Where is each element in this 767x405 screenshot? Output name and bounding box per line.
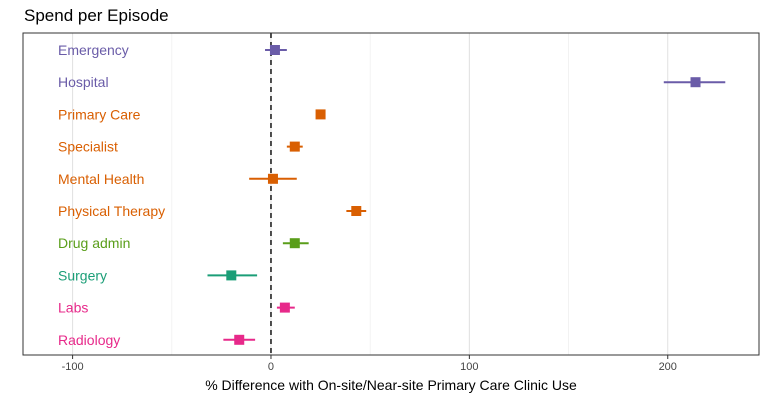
plot-panel [23, 33, 759, 355]
plot-border [22, 32, 760, 356]
point-estimate-marker [226, 270, 237, 281]
category-label: Primary Care [58, 106, 141, 122]
category-label: Specialist [58, 139, 118, 155]
point-estimate-marker [267, 173, 278, 184]
point-estimate-marker [279, 302, 290, 313]
point-estimate-marker [690, 77, 701, 88]
chart-title: Spend per Episode [24, 6, 169, 25]
point-estimate-marker [269, 45, 280, 55]
category-label: Drug admin [58, 235, 130, 251]
x-axis-ticks: -100 0 100 200 [62, 355, 677, 373]
point-estimate-marker [289, 141, 300, 152]
category-label: Mental Health [58, 171, 144, 187]
category-label: Emergency [58, 42, 129, 58]
category-label: Physical Therapy [58, 203, 165, 219]
point-estimate-marker [315, 109, 326, 120]
point-estimate-marker [289, 238, 300, 249]
category-label: Hospital [58, 74, 109, 90]
category-label: Labs [58, 300, 88, 316]
category-label: Radiology [58, 332, 120, 348]
x-axis-label: % Difference with On-site/Near-site Prim… [205, 377, 577, 393]
category-labels: Emergency Hospital Primary Care Specialist M… [58, 42, 165, 348]
point-estimate-marker [351, 206, 362, 216]
category-label: Surgery [58, 267, 107, 283]
gridlines [72, 33, 669, 355]
x-tick-label: 100 [460, 361, 478, 373]
point-estimate-marker [234, 334, 245, 345]
x-tick-label: 200 [659, 361, 677, 373]
estimate-marks [207, 45, 726, 345]
x-tick-label: -100 [62, 361, 84, 373]
x-tick-label: 0 [268, 361, 274, 373]
